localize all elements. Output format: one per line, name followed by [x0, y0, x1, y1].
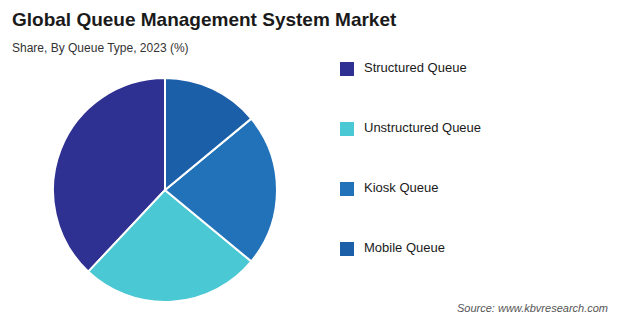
chart-root: Global Queue Management System Market Sha…: [0, 0, 620, 322]
legend-swatch: [340, 242, 354, 256]
title: Global Queue Management System Market: [12, 9, 397, 30]
legend-swatch: [340, 62, 354, 76]
subtitle: Share, By Queue Type, 2023 (%): [12, 41, 189, 55]
legend-label: Structured Queue: [364, 60, 467, 75]
annotation: Source: www.kbvresearch.com: [457, 302, 608, 314]
legend-swatch: [340, 122, 354, 136]
legend-label: Mobile Queue: [364, 240, 445, 255]
legend-label: Unstructured Queue: [364, 120, 481, 135]
pie: [53, 78, 277, 302]
pie-slice: [165, 78, 251, 190]
legend-swatch: [340, 182, 354, 196]
legend-label: Kiosk Queue: [364, 180, 438, 195]
legend: Structured Queue Unstructured Queue Kiosk …: [340, 60, 481, 256]
